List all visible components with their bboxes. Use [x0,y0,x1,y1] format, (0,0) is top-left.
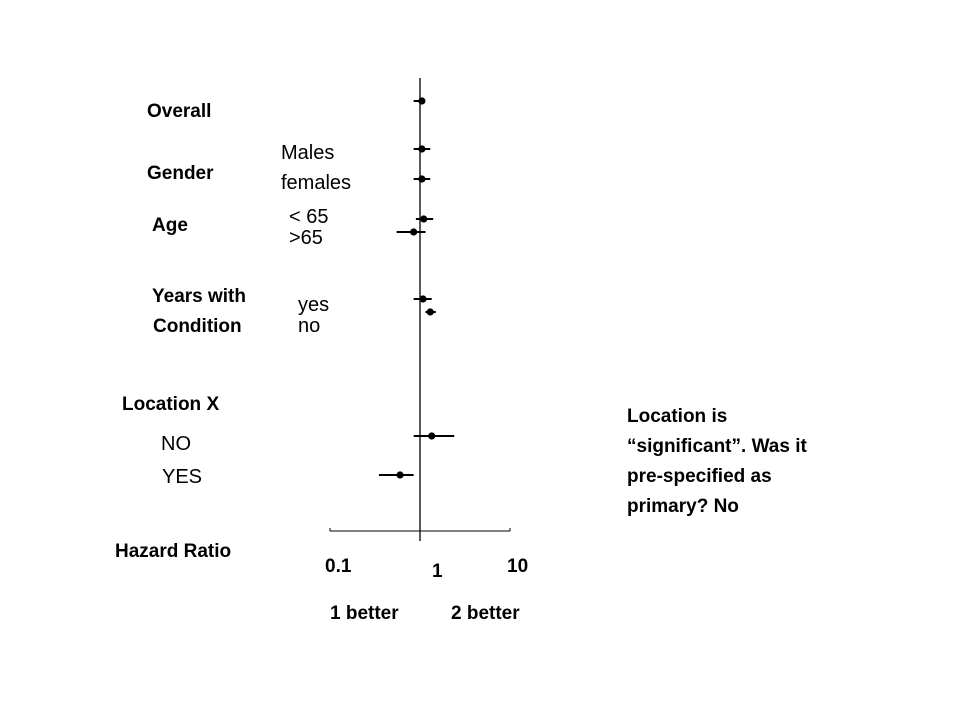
x-axis-title: Hazard Ratio [115,541,232,562]
subgroup-label-age-gt65: >65 [289,227,323,249]
group-label-location-x: Location X [122,394,220,415]
subgroup-label-loc-yes: YES [162,466,203,488]
subgroup-label-yes: yes [298,294,330,316]
point-0 [418,97,426,105]
tick-label-10: 10 [507,556,529,577]
point-2 [418,175,426,183]
group-label-years-with: Years with [152,286,246,307]
point-7 [428,432,436,440]
point-1 [418,145,426,153]
group-label-age: Age [152,215,188,236]
direction-label-1-better: 1 better [330,603,399,624]
tick-label-0-1: 0.1 [325,556,352,577]
point-6 [426,308,434,316]
point-4 [410,228,418,236]
subgroup-label-no: no [298,315,321,337]
group-label-condition: Condition [153,316,242,337]
subgroup-label-females: females [281,172,352,194]
subgroup-label-loc-no: NO [161,433,191,455]
group-label-overall: Overall [147,101,212,122]
subgroup-label-males: Males [281,142,335,164]
tick-label-1: 1 [432,561,443,582]
point-8 [396,471,404,479]
annotation-note: Location is “significant”. Was it pre-sp… [627,406,807,517]
group-label-gender: Gender [147,163,214,184]
subgroup-label-age-lt65: < 65 [289,206,329,228]
point-5 [419,295,427,303]
point-3 [420,215,428,223]
direction-label-2-better: 2 better [451,603,520,624]
